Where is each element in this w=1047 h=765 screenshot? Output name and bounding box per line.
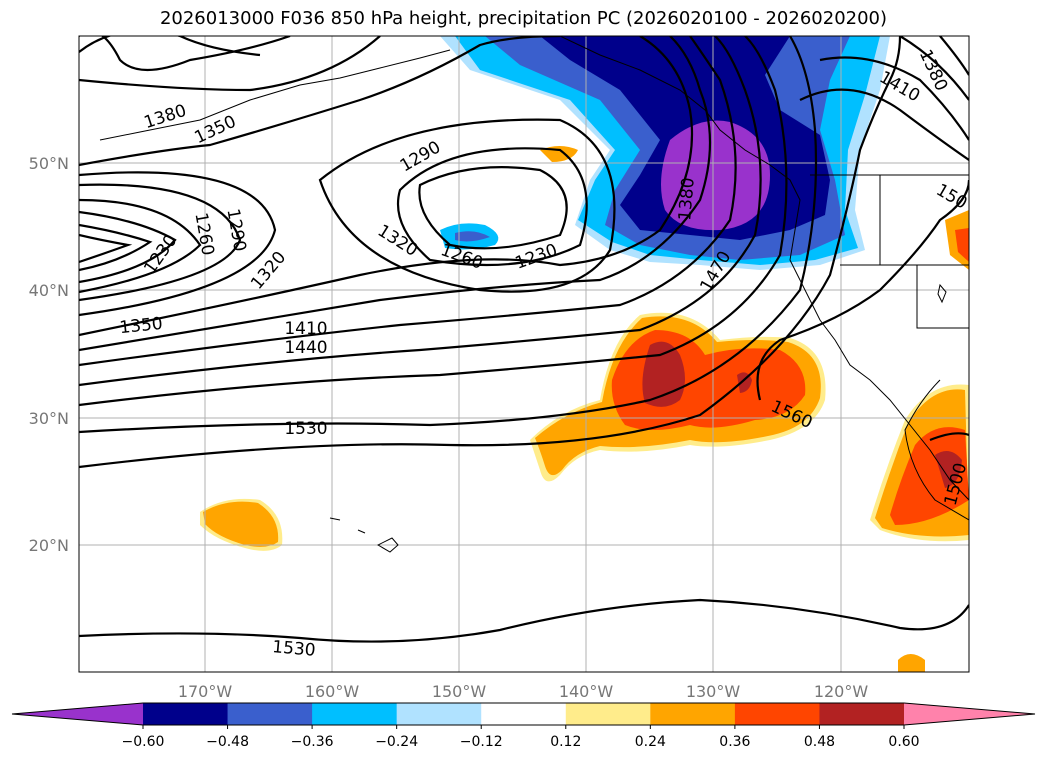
- precip-neg-small-2: [455, 231, 490, 242]
- lat-tick-label: 20°N: [29, 536, 69, 555]
- colorbar-segment: [143, 703, 229, 725]
- colorbar-tick-label: 0.12: [550, 734, 581, 750]
- colorbar-segment: [227, 703, 313, 725]
- lon-tick-label: 130°W: [686, 682, 741, 701]
- contour-label: 150: [932, 180, 970, 214]
- precip-pos-east-red: [955, 228, 969, 262]
- colorbar-tick-label: −0.60: [122, 734, 165, 750]
- colorbar-tick-label: 0.60: [888, 734, 919, 750]
- colorbar-tick-label: −0.12: [460, 734, 503, 750]
- precip-pos-hawaii-west-o: [203, 501, 279, 547]
- contour-label: 1380: [142, 101, 189, 133]
- contour-label: 1290: [397, 137, 444, 176]
- map-frame: [78, 35, 970, 673]
- colorbar-tick-label: 0.24: [635, 734, 666, 750]
- precip-pos-baja-south: [898, 654, 925, 672]
- height-contours: [79, 36, 969, 643]
- colorbar-tick-label: −0.36: [291, 734, 334, 750]
- contour-label: 1530: [271, 637, 316, 661]
- contour-label: 1380: [675, 177, 699, 222]
- colorbar-segment: [312, 703, 398, 725]
- coastlines: [99, 36, 969, 553]
- contour-label: 1320: [247, 248, 290, 294]
- precip-pos-mexico-darkred: [935, 451, 962, 488]
- contour-label: 1410: [284, 319, 327, 339]
- lon-tick-label: 120°W: [814, 682, 869, 701]
- lat-tick-label: 40°N: [29, 281, 69, 300]
- contour-label: 1440: [284, 338, 327, 358]
- colorbar-segment: [650, 703, 736, 725]
- lon-tick-label: 170°W: [178, 682, 233, 701]
- colorbar-tick-label: −0.48: [206, 734, 249, 750]
- colorbar-extend-min: [12, 703, 143, 725]
- colorbar-tick-label: 0.36: [719, 734, 750, 750]
- colorbar-segment: [481, 703, 567, 725]
- contour-label: 1320: [374, 221, 421, 261]
- colorbar-tick-label: −0.24: [375, 734, 418, 750]
- lat-ticks: 50°N 40°N 30°N 20°N: [29, 154, 69, 555]
- colorbar-segment: [396, 703, 482, 725]
- lon-tick-label: 160°W: [305, 682, 360, 701]
- lat-tick-label: 30°N: [29, 409, 69, 428]
- colorbar-segment: [734, 703, 820, 725]
- contour-label: 1290: [222, 207, 249, 253]
- colorbar-tick-label: 0.48: [804, 734, 835, 750]
- contour-label: 1530: [284, 419, 327, 439]
- colorbar: −0.60 −0.48 −0.36 −0.24 −0.12 0.12 0.24 0.36 0.4…: [11, 702, 1036, 750]
- lon-tick-label: 150°W: [432, 682, 487, 701]
- gridlines: [79, 36, 969, 672]
- lat-tick-label: 50°N: [29, 154, 69, 173]
- map-title: 2026013000 F036 850 hPa height, precipit…: [159, 8, 888, 29]
- colorbar-extend-max: [904, 703, 1035, 725]
- lon-tick-label: 140°W: [559, 682, 614, 701]
- lon-ticks: 170°W 160°W 150°W 140°W 130°W 120°W: [178, 682, 869, 701]
- contour-label: 1350: [119, 314, 164, 338]
- colorbar-segment: [819, 703, 905, 725]
- colorbar-segment: [565, 703, 651, 725]
- contour-label: 1230: [140, 231, 181, 278]
